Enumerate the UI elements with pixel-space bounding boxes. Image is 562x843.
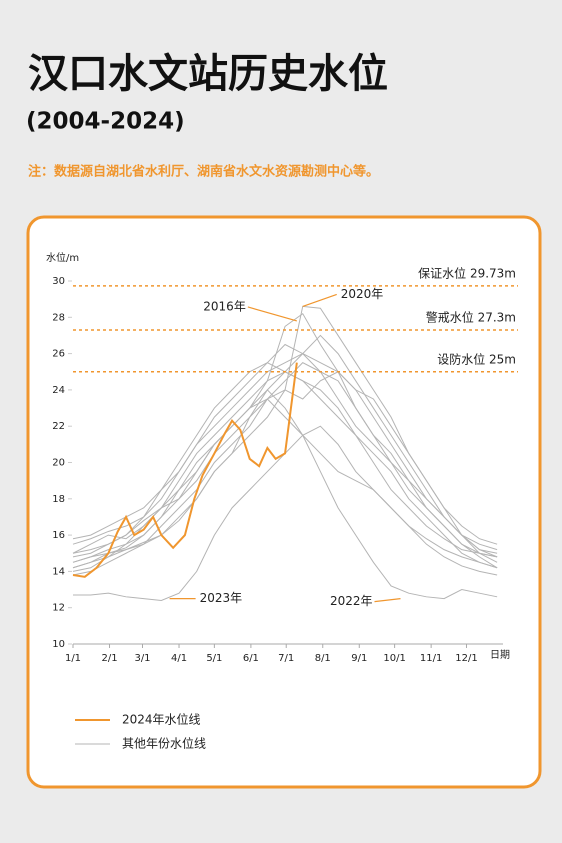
x-tick-label: 4/1: [171, 653, 187, 664]
y-tick-label: 30: [52, 276, 65, 287]
annotation: 2020年: [341, 287, 384, 301]
reference-label: 保证水位 29.73m: [418, 265, 516, 280]
x-tick-label: 6/1: [243, 653, 259, 664]
y-tick-label: 20: [52, 458, 65, 469]
x-tick-label: 11/1: [420, 653, 442, 664]
x-tick-label: 10/1: [383, 653, 405, 664]
x-tick-label: 7/1: [278, 653, 294, 664]
annotation-leader: [247, 306, 298, 322]
x-tick-label: 2/1: [101, 653, 117, 664]
reference-label: 设防水位 25m: [437, 351, 516, 366]
y-tick-label: 16: [52, 530, 65, 541]
other-year-line: [72, 371, 498, 554]
y-tick-label: 18: [52, 494, 65, 505]
x-tick-label: 5/1: [206, 653, 222, 664]
card: [26, 215, 542, 789]
y-tick-label: 26: [52, 349, 65, 360]
x-axis-label: 日期: [490, 649, 510, 661]
x-tick-label: 9/1: [351, 653, 367, 664]
y-tick-label: 24: [52, 385, 65, 396]
legend-label: 其他年份水位线: [122, 736, 206, 751]
annotation: 2022年: [330, 594, 373, 608]
title: 汉口水文站历史水位: [28, 51, 388, 97]
annotation: 2023年: [200, 591, 243, 605]
annotation-leader: [374, 598, 401, 603]
other-year-line: [72, 353, 498, 545]
y-tick-label: 14: [52, 566, 65, 577]
y-axis-label: 水位/m: [46, 251, 79, 264]
y-tick-label: 12: [52, 603, 65, 614]
y-tick-label: 10: [52, 639, 65, 650]
x-tick-label: 8/1: [315, 653, 331, 664]
annotation: 2016年: [203, 299, 246, 313]
subtitle: (2004-2024): [26, 109, 185, 135]
x-tick-label: 12/1: [455, 653, 477, 664]
other-year-line: [72, 362, 498, 576]
y-tick-label: 22: [52, 421, 65, 432]
annotation-leader: [302, 293, 337, 307]
x-tick-label: 3/1: [134, 653, 150, 664]
series-line: [72, 362, 298, 578]
other-year-line: [72, 398, 498, 569]
x-tick-label: 1/1: [65, 653, 81, 664]
legend-label: 2024年水位线: [122, 712, 201, 727]
reference-label: 警戒水位 27.3m: [426, 310, 516, 325]
note: 注：数据源自湖北省水利厅、湖南省水文水资源勘测中心等。: [28, 164, 379, 180]
y-tick-label: 28: [52, 312, 65, 323]
